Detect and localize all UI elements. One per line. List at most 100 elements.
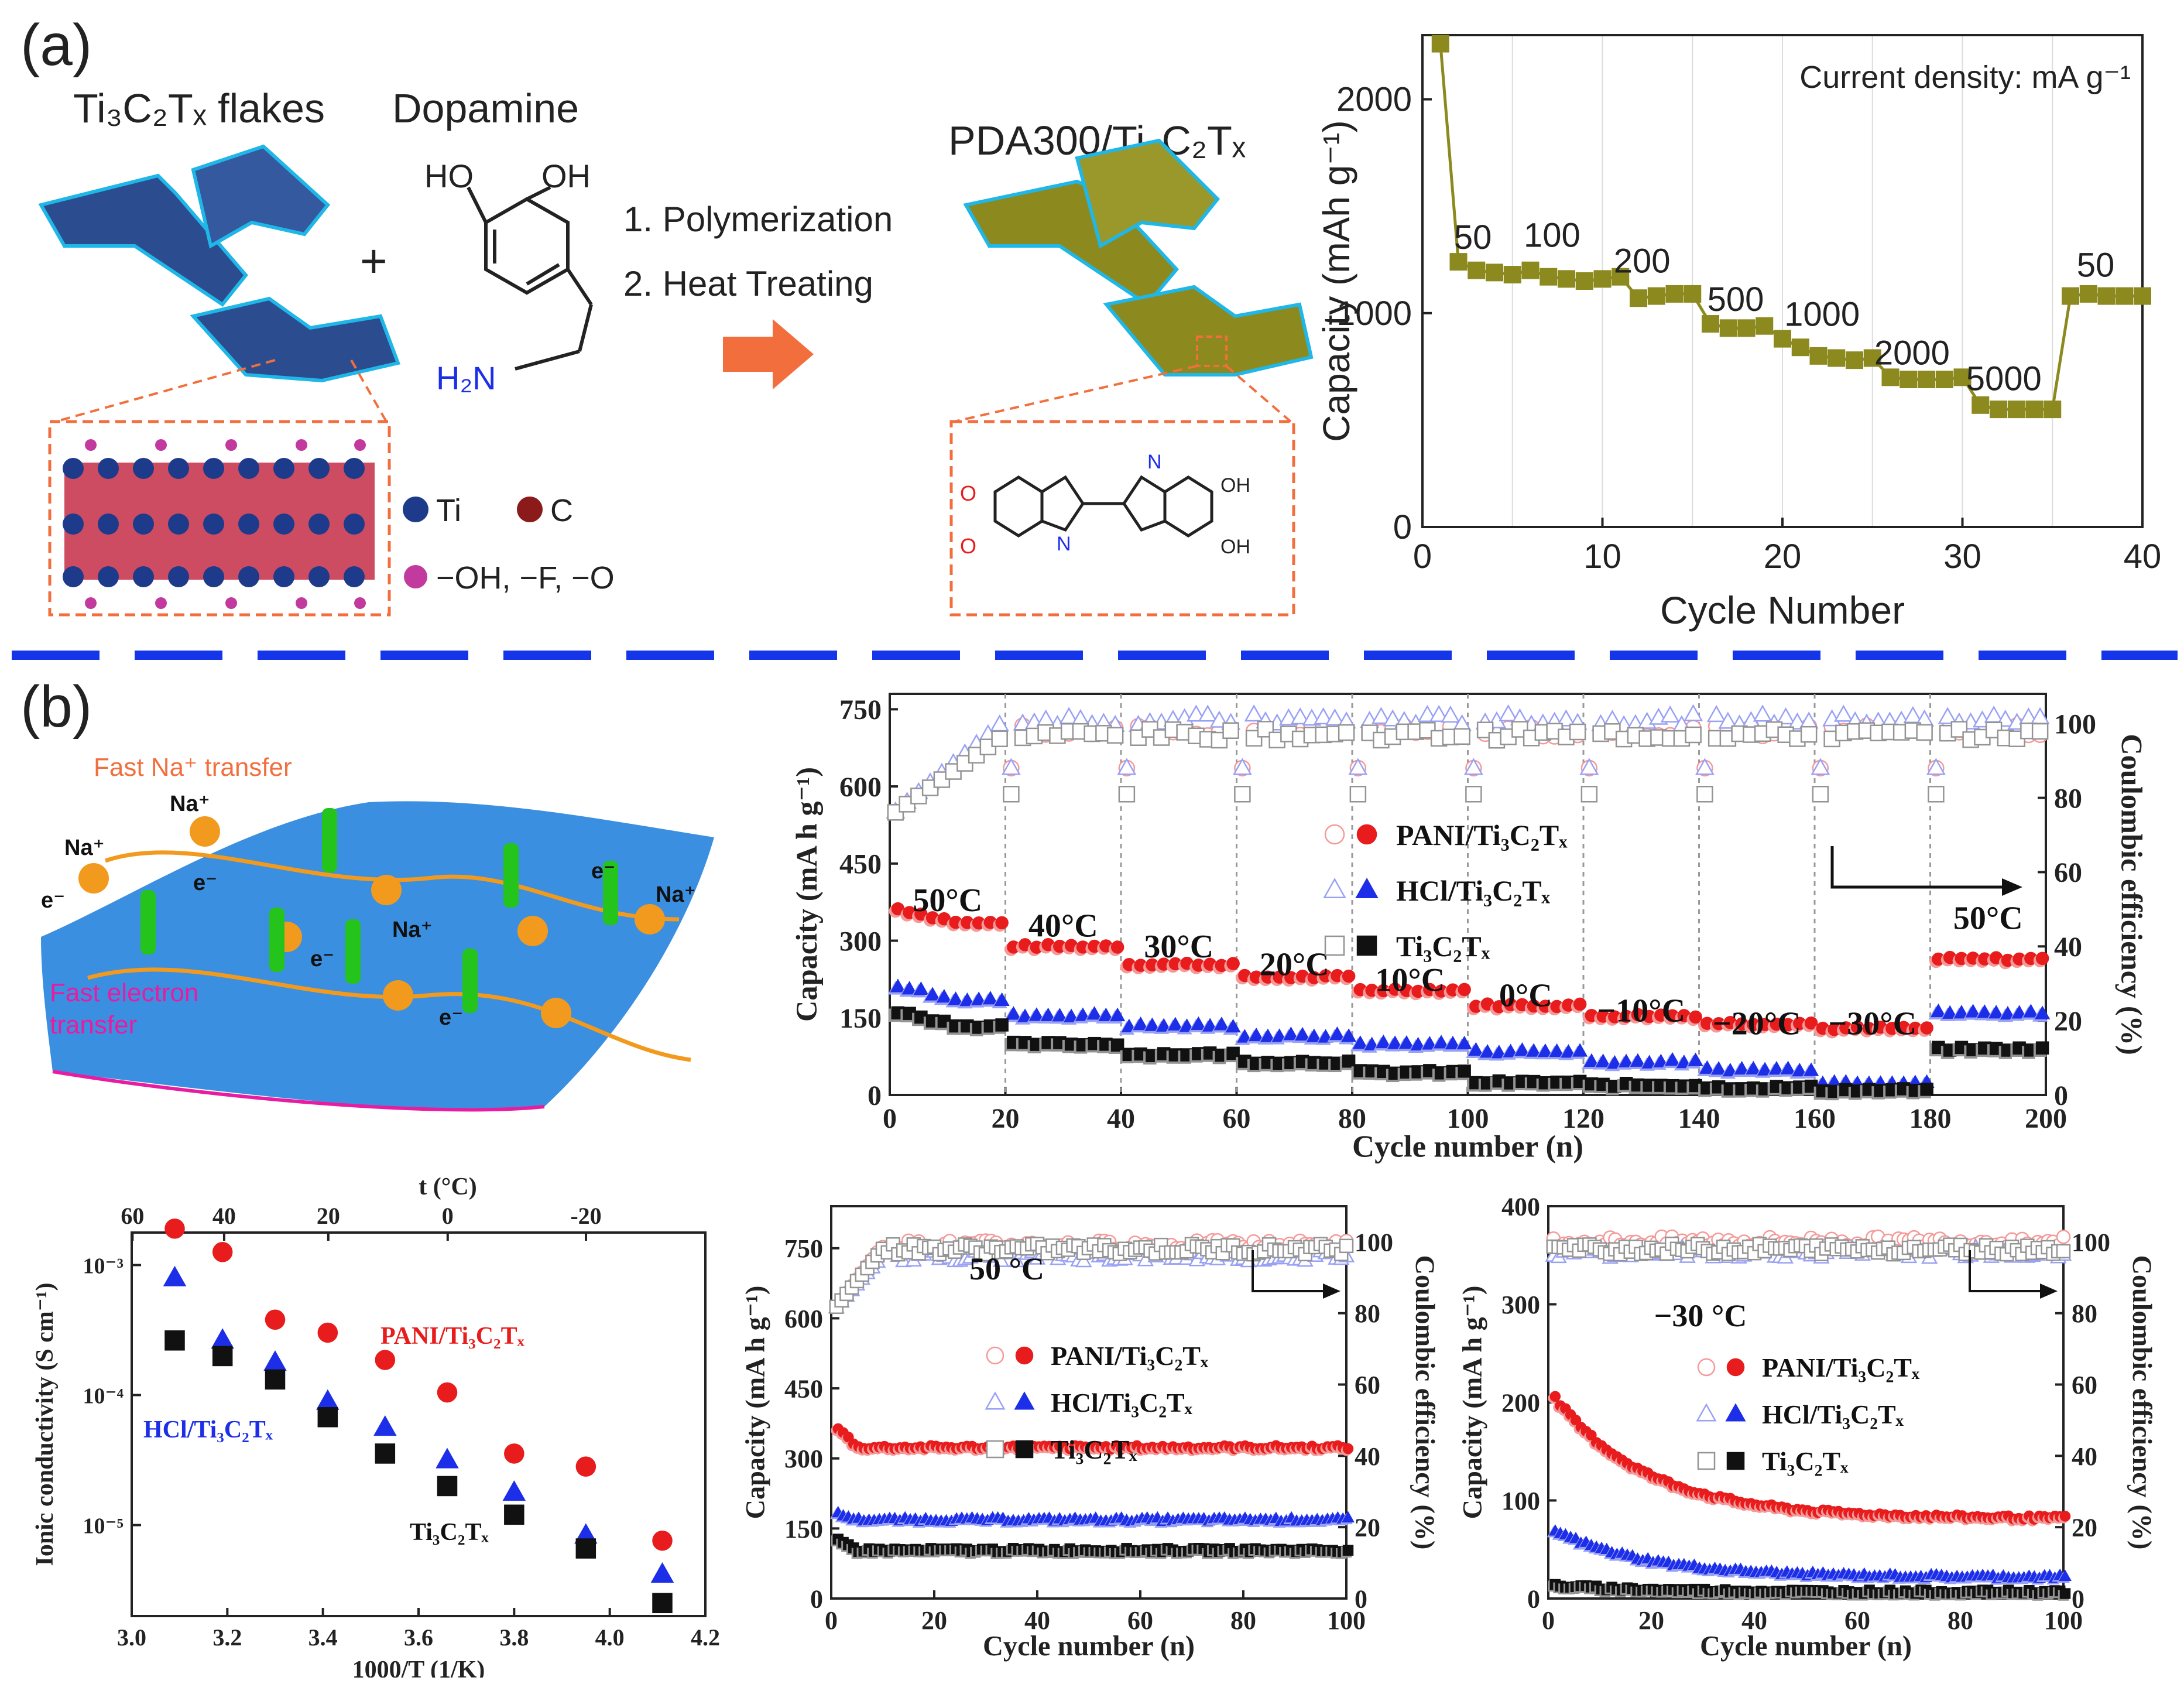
y2-tick-label: 20 xyxy=(2072,1514,2097,1542)
data-point xyxy=(316,1389,340,1410)
y-tick-label: 450 xyxy=(839,849,882,880)
axis-arrow-head xyxy=(2002,878,2022,896)
x-tick-label: 80 xyxy=(1338,1103,1366,1134)
x-tick-label: 3.0 xyxy=(117,1624,146,1651)
capacity-point xyxy=(1525,1043,1542,1057)
capacity-point xyxy=(1468,1042,1484,1056)
capacity-point xyxy=(959,992,975,1007)
electron-label: e⁻ xyxy=(591,859,615,884)
rate-label: 100 xyxy=(1524,217,1580,255)
x-tick-label: 40 xyxy=(1024,1606,1050,1635)
plus-sign: + xyxy=(360,235,388,287)
y2-tick-label: 60 xyxy=(1355,1371,1380,1399)
data-point xyxy=(2134,287,2151,305)
y2-tick-label: 60 xyxy=(2054,857,2082,888)
data-point xyxy=(502,1480,526,1501)
pda-n1: N xyxy=(1057,533,1071,555)
na-ion-label: Na⁺ xyxy=(656,882,696,907)
legend-label: Ti₃C₂Tₓ xyxy=(1051,1435,1137,1464)
capacity-point xyxy=(1342,969,1356,983)
y2-tick-label: 40 xyxy=(1355,1442,1380,1471)
capacity-point xyxy=(1549,1043,1565,1057)
ce-point xyxy=(1776,707,1796,725)
y2-tick-label: 40 xyxy=(2054,932,2082,963)
capacity-point xyxy=(971,991,987,1005)
data-point xyxy=(2116,287,2134,305)
ti-legend-label: Ti xyxy=(436,493,461,528)
data-point xyxy=(1503,266,1521,284)
y-axis-label: Capacity (mAh g⁻¹) xyxy=(1315,120,1357,441)
data-point xyxy=(504,1443,524,1464)
x-axis-label: Cycle Number xyxy=(1660,588,1905,632)
capacity-point xyxy=(1445,1035,1461,1050)
data-point xyxy=(212,1346,233,1367)
data-point xyxy=(375,1350,396,1370)
x-tick-label: 100 xyxy=(2044,1606,2083,1635)
x-tick-label: 180 xyxy=(1909,1103,1952,1134)
mxene-lattice xyxy=(63,439,375,609)
capacity-point xyxy=(1213,1016,1230,1031)
ce-point xyxy=(1812,786,1829,803)
capacity-point xyxy=(1641,1055,1657,1069)
rate-label: 5000 xyxy=(1966,360,2042,398)
rate-label: 500 xyxy=(1708,280,1764,319)
data-point xyxy=(373,1415,397,1436)
capacity-point xyxy=(1931,1003,1946,1018)
capacity-point xyxy=(2059,1511,2071,1522)
capacity-point xyxy=(937,912,951,926)
groups-legend-marker xyxy=(404,565,427,588)
legend-label: HCl/Ti₃C₂Tₓ xyxy=(1396,874,1551,907)
x2-axis-label: t (°C) xyxy=(419,1173,477,1200)
capacity-point xyxy=(1028,1007,1045,1021)
capacity-point xyxy=(1804,1016,1818,1030)
na-paths xyxy=(87,850,691,1062)
x-tick-label: 0 xyxy=(825,1606,838,1635)
data-point xyxy=(211,1328,234,1349)
capacity-point xyxy=(995,916,1009,930)
data-point xyxy=(504,1504,524,1525)
y-tick-label: 0 xyxy=(810,1584,823,1613)
y-tick-label: 2000 xyxy=(1336,81,1412,119)
y2-axis-label: Coulombic efficiency (%) xyxy=(2116,734,2148,1055)
axis-arrow-head xyxy=(2040,1283,2058,1299)
ce-point xyxy=(1314,707,1333,725)
data-point xyxy=(437,1382,458,1403)
data-point xyxy=(652,1530,673,1551)
ce-point xyxy=(1348,758,1368,775)
capacity-point xyxy=(2035,1041,2049,1055)
data-point xyxy=(1702,315,1719,333)
capacity-point xyxy=(1110,1038,1124,1052)
pda-oh2: OH xyxy=(1220,536,1250,558)
ce-point xyxy=(1441,705,1460,723)
x-tick-label: 100 xyxy=(1327,1606,1366,1635)
ce-point xyxy=(1556,709,1576,727)
dopamine-structure xyxy=(467,186,593,371)
capacity-point xyxy=(1456,1035,1472,1050)
dopamine-oh: OH xyxy=(541,158,591,194)
ti-legend-marker xyxy=(403,497,428,522)
y-tick-label: 450 xyxy=(784,1374,823,1403)
y-axis-label: Capacity (mA h g⁻¹) xyxy=(1458,1286,1487,1519)
data-point xyxy=(1486,263,1503,282)
temperature-label: 50°C xyxy=(913,882,982,919)
x2-tick-label: 40 xyxy=(212,1203,236,1229)
x-tick-label: 60 xyxy=(1844,1606,1870,1635)
ce-point xyxy=(1198,704,1218,722)
ce-point xyxy=(1234,786,1251,803)
x-tick-label: 0 xyxy=(1542,1606,1555,1635)
data-point xyxy=(317,1407,338,1428)
capacity-point xyxy=(1734,1060,1750,1075)
y-tick-label: 600 xyxy=(784,1305,823,1333)
capacity-point xyxy=(1458,1065,1471,1078)
data-point xyxy=(1719,319,1737,337)
axis-arrow xyxy=(1969,1250,2046,1292)
panel-b-label: (b) xyxy=(20,674,92,740)
x-tick-label: 200 xyxy=(2025,1103,2067,1134)
ce-point xyxy=(2056,1230,2071,1244)
capacity-point xyxy=(1294,1026,1311,1041)
pda-inset xyxy=(949,420,1295,617)
ce-point xyxy=(1003,786,1020,803)
capacity-point xyxy=(1318,1029,1333,1043)
capacity-point xyxy=(1549,1391,1561,1402)
capacity-point xyxy=(1664,1052,1681,1066)
